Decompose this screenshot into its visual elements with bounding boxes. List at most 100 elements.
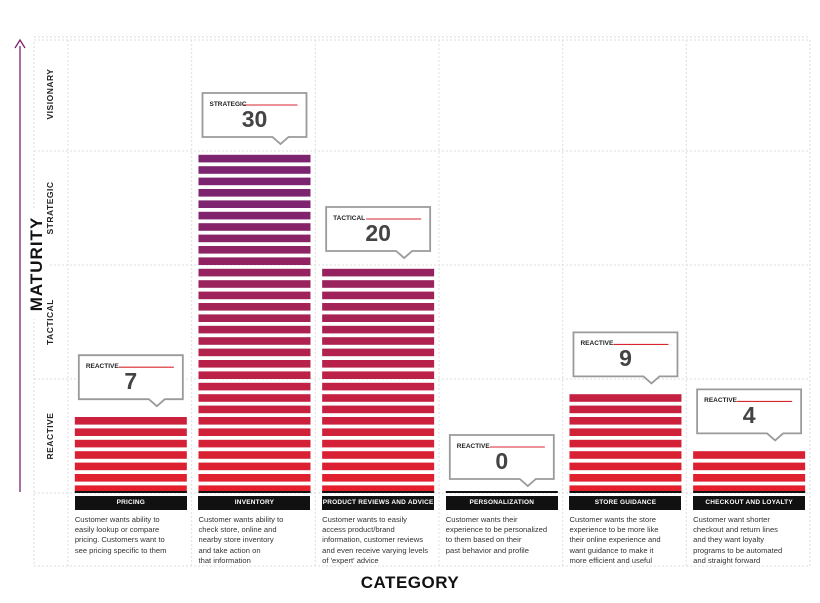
bar-baseline <box>693 491 806 493</box>
category-description: Customer wants the store experience to be… <box>569 515 687 566</box>
bar-stripe <box>198 439 311 448</box>
callout-value: 4 <box>742 402 756 429</box>
bar-stripe <box>198 280 311 288</box>
description-line: more efficient and useful <box>569 555 653 565</box>
callout-value: 9 <box>619 345 632 372</box>
bar-stripe <box>198 337 311 345</box>
bar-stripe <box>198 405 311 414</box>
bar-stripe <box>322 303 435 311</box>
y-axis-arrow <box>14 38 26 492</box>
description-line: check store, online and <box>198 525 277 535</box>
callout-box <box>448 434 555 488</box>
description-line: information, customer reviews <box>322 535 424 545</box>
bar-stripe <box>198 223 311 231</box>
bar-inventory <box>198 154 311 493</box>
bar-stripe <box>198 394 311 402</box>
bar-stripe <box>198 382 311 391</box>
bar-stripe <box>74 439 187 448</box>
bar-stripe <box>198 417 311 425</box>
bar-stripe <box>198 166 311 174</box>
description-line: see pricing specific to them <box>74 545 167 555</box>
description-line: and they want loyalty <box>693 535 765 545</box>
bar-stripe <box>322 314 435 322</box>
bar-stripe <box>74 462 187 471</box>
bar-stripe <box>693 451 806 459</box>
maturity-level-label: STRATEGIC <box>45 181 55 235</box>
bar-stripe <box>198 451 311 459</box>
bar-stripe <box>74 417 187 425</box>
category-description: Customer want shorter checkout and return… <box>693 515 811 566</box>
bar-baseline <box>198 491 311 493</box>
description-line: nearby store inventory <box>198 535 274 545</box>
bar-stripe <box>322 462 435 471</box>
description-line: and even receive varying levels <box>322 545 429 555</box>
bar-stripe <box>74 451 187 459</box>
bar-pricing <box>74 417 187 493</box>
bar-stripe <box>322 474 435 482</box>
bar-stripe <box>198 485 311 493</box>
description-line: experience to be more like <box>569 525 659 535</box>
callout-box <box>325 206 432 260</box>
bar-stripe <box>569 474 682 482</box>
bar-stripe <box>322 394 435 402</box>
bar-baseline <box>74 491 187 493</box>
bar-baseline <box>445 491 558 493</box>
bar-stripe <box>569 417 682 425</box>
bar-stripe <box>198 314 311 322</box>
callout-level-label: TACTICAL <box>333 215 366 222</box>
bar-stripe <box>569 451 682 459</box>
description-line: want guidance to make it <box>569 545 654 555</box>
bar-stripe <box>322 268 435 277</box>
category-label: INVENTORY <box>198 496 311 510</box>
description-line: Customer wants the store <box>569 515 656 524</box>
bar-stripe <box>74 485 187 493</box>
bar-stripe <box>322 439 435 448</box>
bar-stripe <box>322 348 435 357</box>
description-line: past behavior and profile <box>445 545 529 555</box>
bar-stripe <box>198 325 311 334</box>
bar-stripe <box>569 405 682 414</box>
bar-stripe <box>198 462 311 471</box>
category-label: STORE GUIDANCE <box>569 496 682 510</box>
category-label: PRICING <box>74 496 187 510</box>
maturity-level-label: REACTIVE <box>45 412 55 460</box>
bar-stripe <box>693 462 806 471</box>
value-callout <box>572 331 679 385</box>
description-line: access product/brand <box>322 525 395 535</box>
category-description: Customer wants ability to easily lookup o… <box>75 515 193 556</box>
bar-baseline <box>322 491 435 493</box>
bar-checkout-and-loyalty <box>693 451 806 493</box>
bar-stripe <box>322 485 435 493</box>
bar-stripe <box>569 462 682 471</box>
bar-stripe <box>322 371 435 379</box>
bar-stripe <box>198 154 311 163</box>
bar-stripe <box>74 474 187 482</box>
callout-level-label: REACTIVE <box>85 363 119 371</box>
callouts <box>77 92 803 488</box>
y-axis-arrow-head <box>14 38 26 49</box>
callout-level-label: REACTIVE <box>580 340 614 348</box>
callout-value: 30 <box>241 106 268 132</box>
bar-stripe <box>198 291 311 300</box>
description-line: Customer want shorter <box>693 515 770 524</box>
bar-stripe <box>322 280 435 288</box>
bar-stripe <box>198 360 311 368</box>
description-line: that information <box>198 555 251 565</box>
description-line: easily lookup or compare <box>74 525 160 535</box>
bar-stripe <box>198 189 311 197</box>
bar-stripe <box>198 234 311 243</box>
description-line: Customer wants ability to <box>74 515 160 524</box>
value-callout <box>201 92 308 146</box>
bar-stripe <box>322 337 435 345</box>
callout-level-label: REACTIVE <box>456 443 490 450</box>
bar-baseline <box>569 491 682 493</box>
description-line: Customer wants their <box>445 515 518 524</box>
maturity-level-label: TACTICAL <box>45 299 55 345</box>
callout-box <box>201 92 308 146</box>
bar-stripe <box>198 428 311 436</box>
category-description: Customer wants ability to check store, on… <box>198 515 316 566</box>
description-line: and straight forward <box>693 555 761 565</box>
bar-stripe <box>198 246 311 254</box>
category-label: CHECKOUT AND LOYALTY <box>693 496 806 510</box>
